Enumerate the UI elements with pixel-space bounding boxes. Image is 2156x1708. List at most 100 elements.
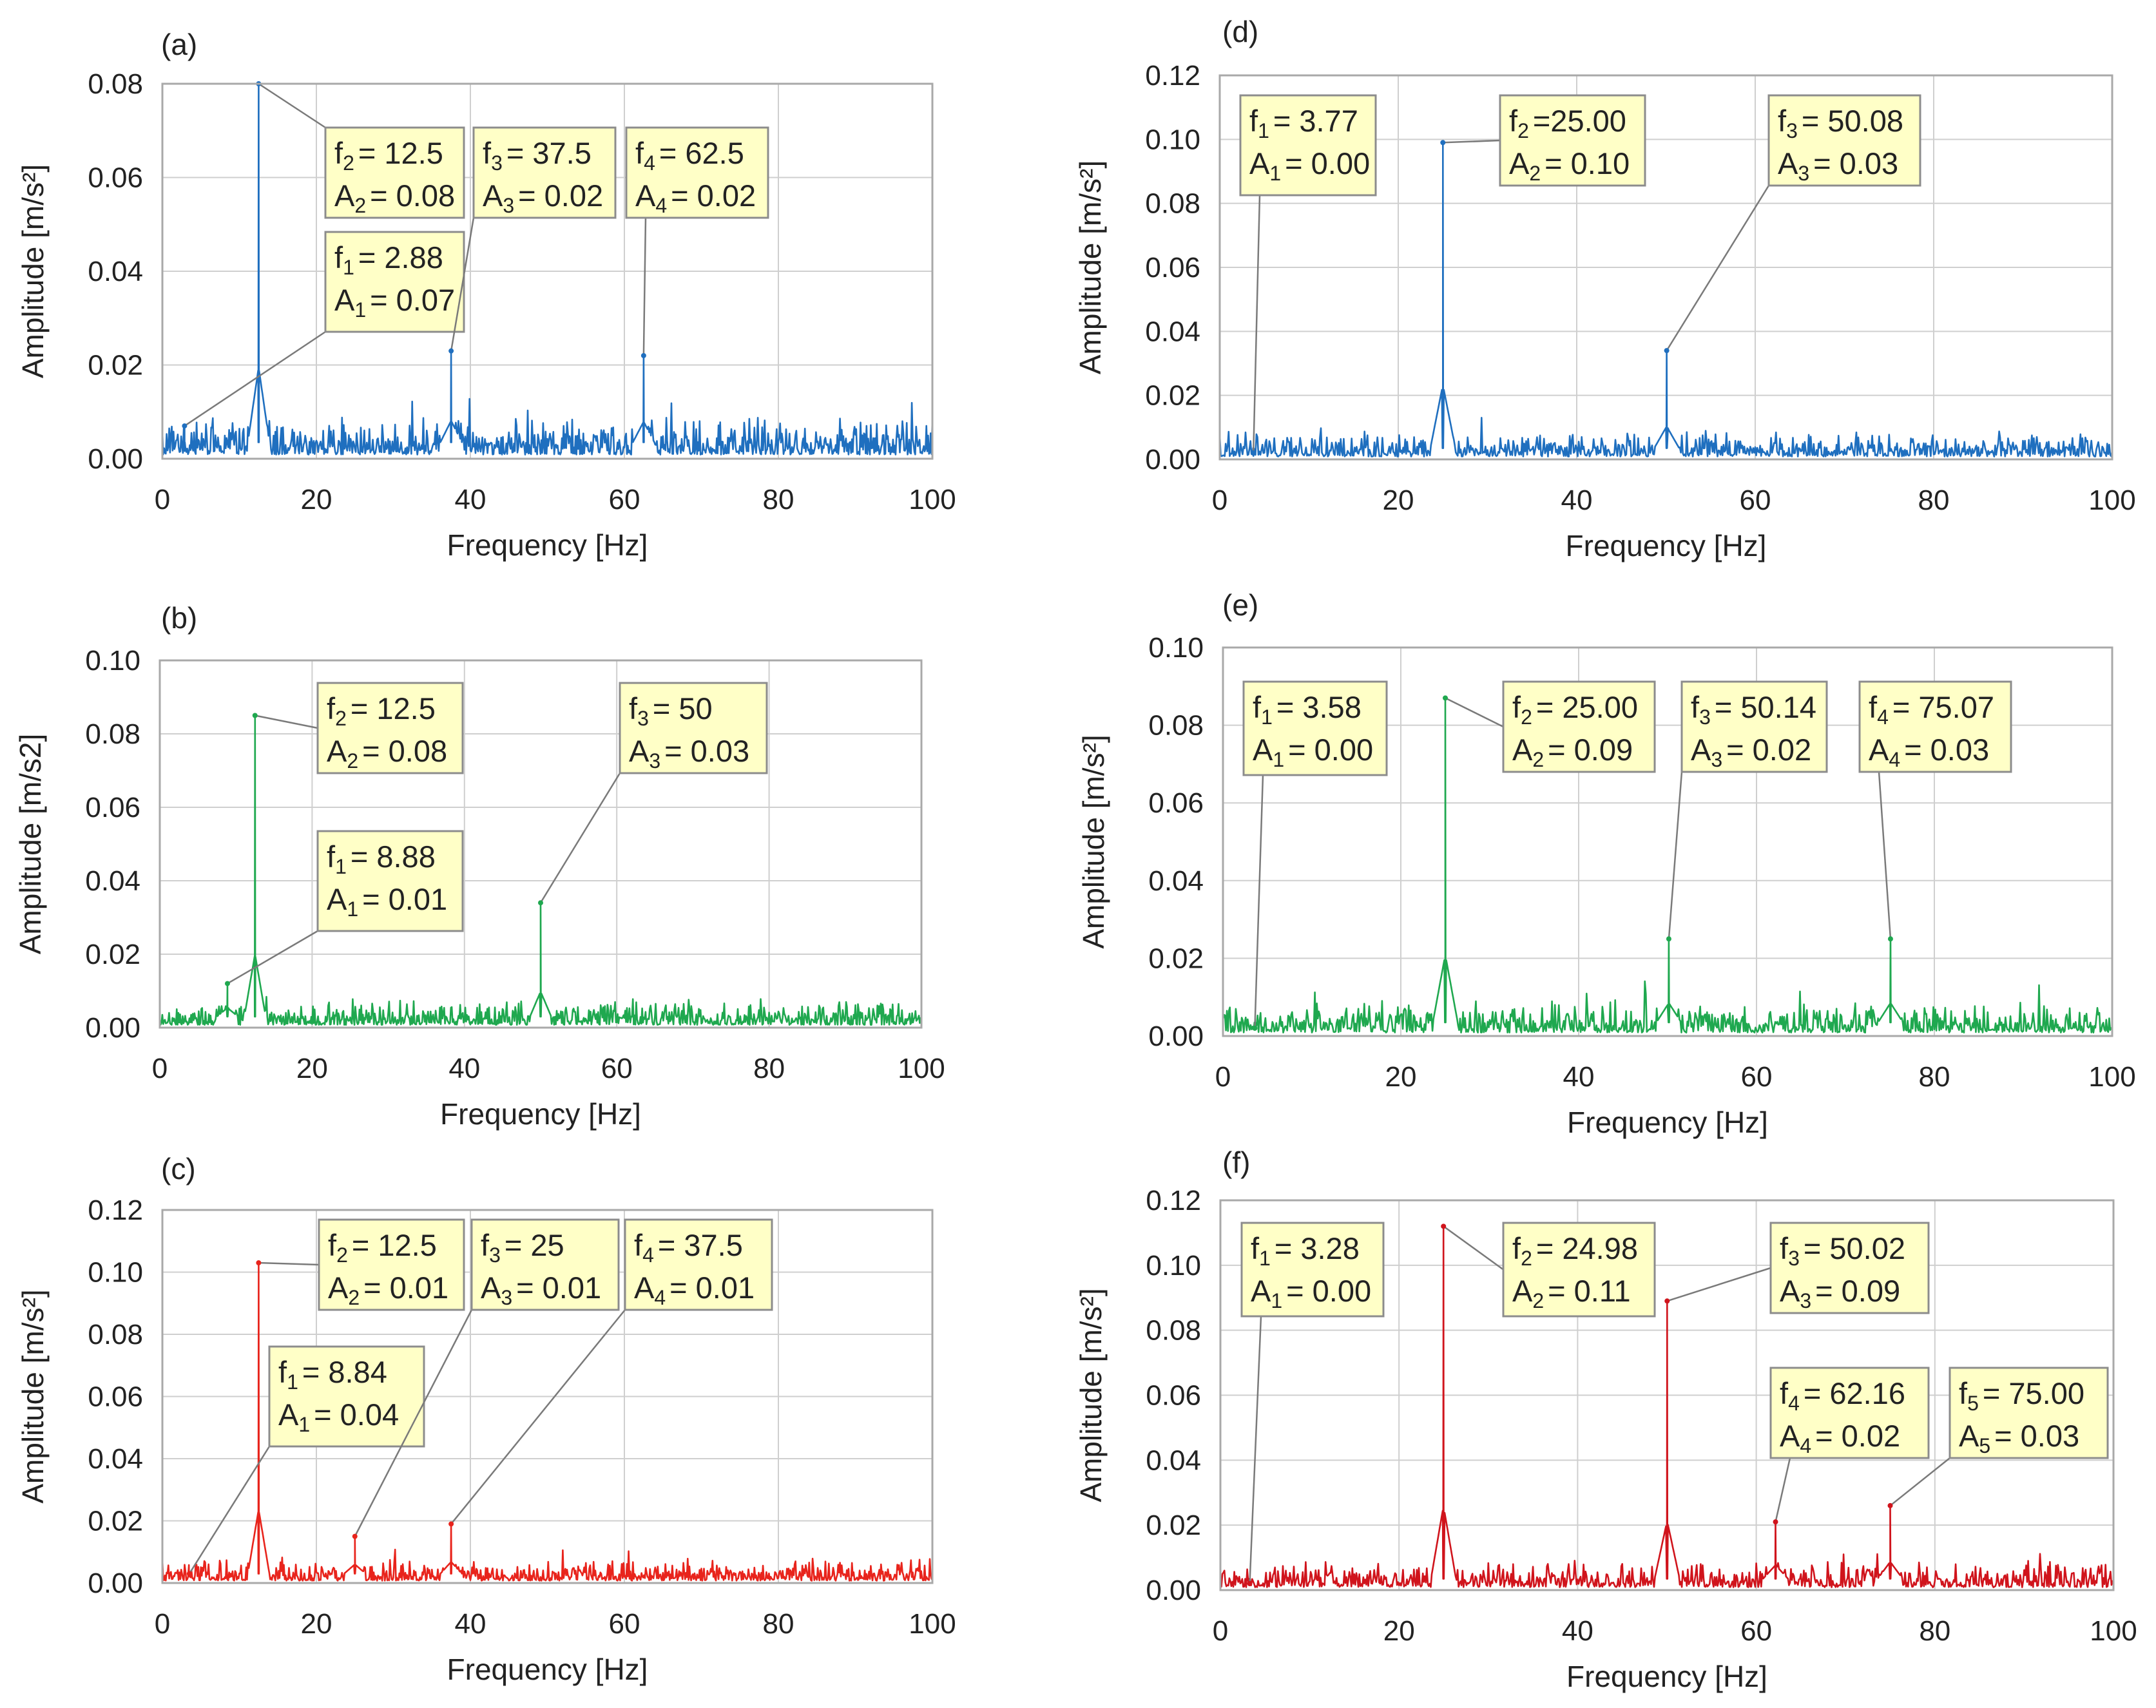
- annotation-amplitude: A4 = 0.03: [1869, 733, 1989, 771]
- annotation-frequency-subscript: 3: [637, 707, 649, 730]
- annotation-frequency-symbol: f: [278, 1355, 287, 1389]
- x-tick-label: 60: [609, 484, 640, 515]
- annotation-frequency-symbol: f: [483, 136, 492, 170]
- annotation-amplitude-value: = 0.09: [1815, 1274, 1900, 1308]
- panel-label: (f): [1222, 1146, 1250, 1179]
- annotation-amplitude-value: = 0.08: [370, 178, 455, 213]
- annotation-frequency-subscript: 4: [642, 1243, 654, 1267]
- annotation-amplitude-value: = 0.02: [671, 178, 756, 213]
- y-tick-label: 0.06: [1145, 252, 1200, 283]
- plot-frame: [1218, 74, 2113, 461]
- chart-panel-f: (f) 0 20 40 60 80 100 0.00 0.02 0.04 0.06 0.08 0.10 0…: [1074, 1146, 2137, 1693]
- peak-marker: [1440, 140, 1446, 146]
- peak-marker: [1247, 1580, 1253, 1586]
- peak-marker: [1773, 1519, 1778, 1525]
- annotation-amplitude-symbol: A: [1251, 1274, 1271, 1308]
- y-tick-label: 0.08: [85, 718, 140, 750]
- annotation-amplitude-value: = 0.03: [1994, 1419, 2079, 1453]
- y-tick-label: 0.02: [1148, 943, 1204, 974]
- spectrum-series: [1218, 142, 2113, 457]
- annotation-box: [1858, 680, 2012, 773]
- annotation-amplitude-symbol: A: [1512, 1274, 1533, 1308]
- annotation-amplitude: A2 = 0.08: [327, 734, 447, 772]
- x-tick-label: 20: [1383, 485, 1414, 516]
- y-tick-label: 0.12: [88, 1195, 143, 1226]
- annotation-amplitude: A5 = 0.03: [1959, 1419, 2079, 1457]
- annotation-frequency-subscript: 2: [1517, 119, 1529, 142]
- annotation-amplitude-value: = 0.02: [1815, 1419, 1900, 1453]
- annotation-frequency-symbol: f: [1778, 104, 1787, 138]
- annotation-amplitude-value: = 0.10: [1545, 146, 1630, 180]
- annotation-amplitude: A4 = 0.01: [634, 1271, 755, 1309]
- annotation-amplitude-symbol: A: [1253, 733, 1273, 767]
- annotation-amplitude: A3 = 0.03: [1778, 146, 1898, 185]
- y-tick-label: 0.06: [1148, 787, 1204, 819]
- peak-marker: [538, 900, 543, 906]
- x-tick-label: 60: [1741, 1061, 1773, 1093]
- peak-marker: [1666, 936, 1671, 942]
- annotation-amplitude-symbol: A: [1778, 146, 1798, 180]
- annotation-amplitude-value: = 0.01: [669, 1271, 755, 1305]
- annotation-leader: [450, 1309, 626, 1525]
- annotation-frequency: f4 = 75.07: [1869, 690, 1994, 729]
- x-tick-label: 80: [753, 1053, 785, 1084]
- annotation-frequency: f1 = 3.77: [1249, 104, 1358, 142]
- x-tick-label: 40: [1561, 485, 1593, 516]
- annotation-amplitude-value: = 0.01: [516, 1271, 601, 1305]
- y-tick-label: 0.08: [1145, 188, 1200, 220]
- annotation-leader: [354, 1309, 473, 1537]
- x-tick-label: 0: [155, 484, 170, 515]
- annotation-frequency: f1 = 8.88: [327, 840, 436, 878]
- annotation-amplitude: A1 = 0.01: [327, 882, 447, 921]
- x-tick-label: 100: [2090, 1615, 2137, 1647]
- annotation-amplitude-value: = 0.03: [1813, 146, 1898, 180]
- annotation-box: [1769, 1222, 1930, 1314]
- y-tick-label: 0.02: [88, 1506, 143, 1537]
- x-tick-label: 40: [455, 484, 486, 515]
- plot-frame: [161, 82, 934, 460]
- x-tick-label: 60: [609, 1608, 640, 1640]
- spectrum-series: [161, 82, 934, 456]
- annotation-amplitude-symbol: A: [1780, 1419, 1800, 1453]
- annotation-box: [1502, 680, 1656, 773]
- spectrum-series: [161, 1262, 934, 1582]
- annotation-frequency: f2 = 12.5: [328, 1228, 437, 1267]
- panel-label: (e): [1222, 588, 1258, 622]
- annotation-frequency: f2 = 25.00: [1512, 690, 1638, 729]
- annotation-box: [1949, 1367, 2109, 1459]
- x-tick-label: 20: [301, 1608, 332, 1640]
- peak-marker: [1664, 348, 1670, 354]
- peak-marker: [352, 1533, 358, 1539]
- annotation-amplitude-subscript: 3: [1800, 1289, 1811, 1312]
- annotation-box: [1239, 94, 1377, 197]
- annotation-box: [1242, 680, 1388, 776]
- annotation-amplitude-value: = 0.02: [1726, 733, 1811, 767]
- annotation-amplitude: A1 = 0.00: [1253, 733, 1373, 771]
- annotation-leader: [1775, 1457, 1791, 1522]
- annotation-box: [1769, 1367, 1930, 1459]
- annotation-amplitude-symbol: A: [278, 1397, 299, 1432]
- annotation-frequency-subscript: 2: [1521, 1247, 1532, 1270]
- annotation-frequency-value: = 8.88: [351, 840, 436, 874]
- annotation-amplitude: A1 = 0.07: [334, 283, 455, 321]
- annotation-amplitude-subscript: 3: [1798, 162, 1809, 185]
- annotation-frequency: f3 = 50: [629, 691, 713, 730]
- annotation-leader: [1878, 771, 1892, 939]
- annotation-amplitude: A2 = 0.11: [1512, 1274, 1631, 1312]
- annotation-amplitude-subscript: 4: [654, 1286, 666, 1309]
- annotation-frequency-symbol: f: [327, 691, 336, 725]
- annotation-frequency: f1 = 3.58: [1253, 690, 1362, 729]
- y-tick-label: 0.12: [1146, 1185, 1201, 1216]
- x-tick-label: 100: [909, 484, 956, 515]
- annotation-frequency-subscript: 1: [287, 1370, 298, 1394]
- annotation-leader: [184, 331, 326, 427]
- annotation-box: [619, 682, 768, 774]
- annotation-box: [1499, 94, 1646, 187]
- annotation-frequency-symbol: f: [1512, 1231, 1521, 1265]
- annotation-box: [324, 126, 465, 219]
- annotation-amplitude: A3 = 0.03: [629, 734, 749, 772]
- annotation-box: [268, 1345, 425, 1448]
- y-tick-label: 0.02: [88, 350, 143, 381]
- annotation-leader: [188, 1446, 271, 1575]
- annotation-leader: [1443, 1225, 1504, 1271]
